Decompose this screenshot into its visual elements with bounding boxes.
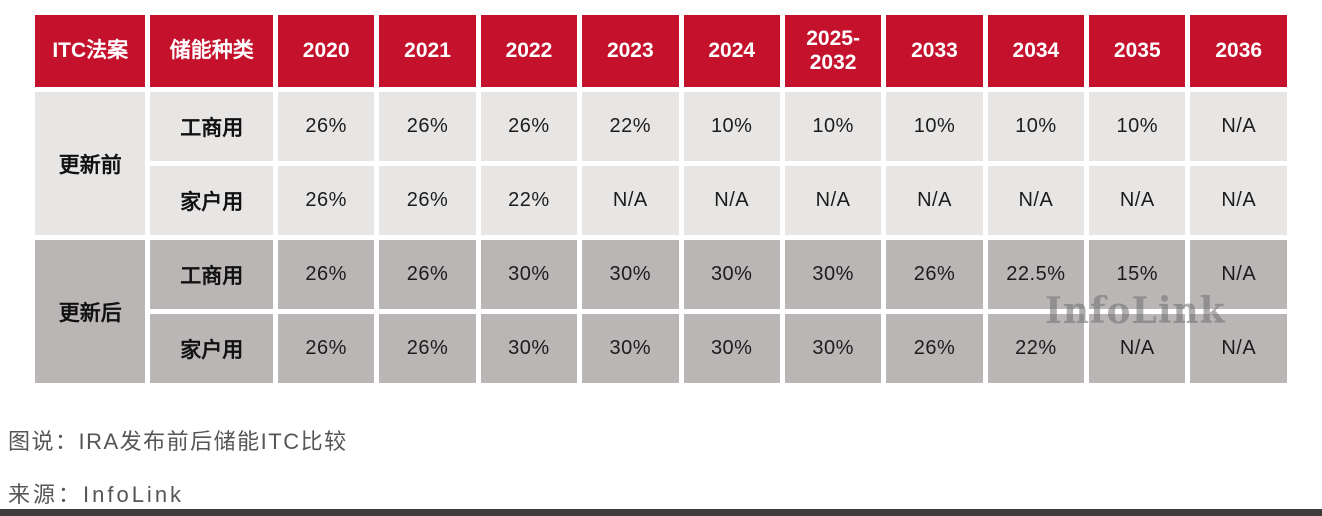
bottom-bar [0,509,1322,516]
value-cell: 26% [379,240,476,309]
value-cell: 10% [683,92,780,161]
value-cell: 22% [582,92,679,161]
col-header-law: ITC法案 [35,15,146,87]
value-cell: 10% [987,92,1085,161]
value-cell: 10% [1089,92,1186,161]
storage-type-cell: 家户用 [150,314,273,383]
value-cell: 26% [277,92,375,161]
value-cell: N/A [1190,92,1287,161]
value-cell: N/A [1089,314,1186,383]
col-header-type: 储能种类 [150,15,273,87]
col-header-year: 2022 [480,15,578,87]
table-row: 家户用 26% 26% 22% N/A N/A N/A N/A N/A N/A … [35,166,1287,235]
value-cell: 30% [480,240,578,309]
value-cell: 26% [886,314,983,383]
header-row: ITC法案 储能种类 2020 2021 2022 2023 2024 2025… [35,15,1287,87]
value-cell: N/A [1190,314,1287,383]
value-cell: 26% [277,166,375,235]
value-cell: 26% [480,92,578,161]
row-group-label-before: 更新前 [35,92,146,235]
value-cell: 26% [277,314,375,383]
value-cell: 22% [480,166,578,235]
value-cell: 15% [1089,240,1186,309]
value-cell: N/A [582,166,679,235]
itc-comparison-table: ITC法案 储能种类 2020 2021 2022 2023 2024 2025… [30,10,1292,388]
value-cell: 30% [683,314,780,383]
value-cell: 30% [683,240,780,309]
value-cell: 10% [886,92,983,161]
value-cell: N/A [683,166,780,235]
col-header-year: 2033 [886,15,983,87]
value-cell: N/A [1089,166,1186,235]
col-header-year: 2021 [379,15,476,87]
storage-type-cell: 工商用 [150,240,273,309]
value-cell: 26% [886,240,983,309]
value-cell: 22% [987,314,1085,383]
value-cell: 30% [582,240,679,309]
table-row: 更新后 工商用 26% 26% 30% 30% 30% 30% 26% 22.5… [35,240,1287,383]
value-cell: N/A [886,166,983,235]
col-header-year: 2024 [683,15,780,87]
col-header-year: 2020 [277,15,375,87]
col-header-year: 2035 [1089,15,1186,87]
value-cell: 26% [379,92,476,161]
value-cell: 26% [379,166,476,235]
value-cell: 30% [784,314,882,383]
source-text: 来源：InfoLink [8,482,185,507]
table-row: 家户用 26% 26% 30% 30% 30% 30% 26% 22% N/A … [35,314,1287,383]
value-cell: 10% [784,92,882,161]
value-cell: N/A [987,166,1085,235]
value-cell: 26% [379,314,476,383]
value-cell: 30% [582,314,679,383]
table-row: 更新前 工商用 26% 26% 26% 22% 10% 10% 10% 10% … [35,92,1287,235]
value-cell: N/A [1190,166,1287,235]
row-group-label-after: 更新后 [35,240,146,383]
col-header-year: 2023 [582,15,679,87]
value-cell: N/A [1190,240,1287,309]
storage-type-cell: 工商用 [150,92,273,161]
value-cell: N/A [784,166,882,235]
value-cell: 26% [277,240,375,309]
col-header-year: 2036 [1190,15,1287,87]
value-cell: 30% [480,314,578,383]
figure-caption: 图说：IRA发布前后储能ITC比较 [8,429,348,454]
value-cell: 30% [784,240,882,309]
col-header-year: 2025-2032 [784,15,882,87]
storage-type-cell: 家户用 [150,166,273,235]
col-header-year: 2034 [987,15,1085,87]
value-cell: 22.5% [987,240,1085,309]
